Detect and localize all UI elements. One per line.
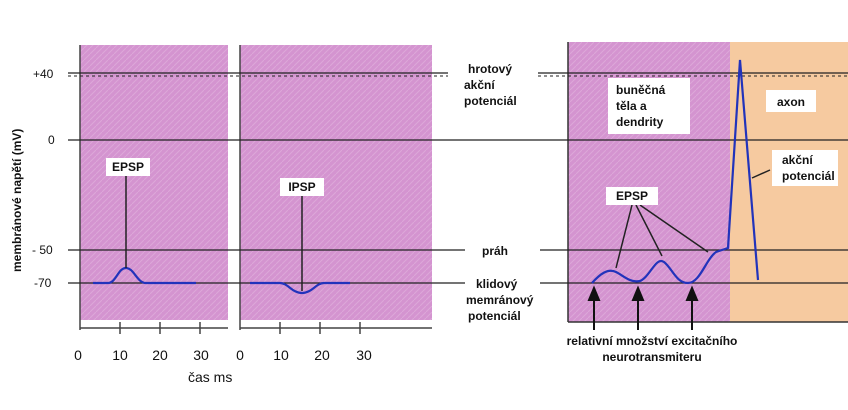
x-tick-30-a: 30 [193, 347, 209, 363]
epsp-label: EPSP [112, 160, 144, 174]
soma-label-box [608, 78, 690, 134]
x-tick-10-b: 10 [273, 347, 289, 363]
x-tick-marks [119, 322, 361, 334]
soma-label-2: těla a [616, 99, 647, 113]
ap-label-box [772, 150, 838, 186]
x-tick-20-b: 20 [314, 347, 330, 363]
soma-label-3: dendrity [616, 115, 664, 129]
neurotransmitter-arrows [587, 285, 699, 330]
y-tick-0: 0 [48, 133, 55, 147]
epsp-label-box [106, 158, 150, 176]
spike-label-2: akční [464, 78, 495, 92]
threshold-label: práh [482, 244, 508, 258]
summation-epsp-box [606, 187, 658, 205]
x-tick-10-a: 10 [112, 347, 128, 363]
axon-label: axon [777, 95, 805, 109]
bottom-label-2: neurotransmiteru [602, 350, 701, 364]
x-tick-20-a: 20 [152, 347, 168, 363]
bottom-label-1: relativní množství excitačního [567, 334, 738, 348]
ap-label-2: potenciál [782, 169, 835, 183]
x-axis-label: čas ms [188, 369, 232, 385]
x-tick-0-a: 0 [74, 347, 82, 363]
resting-label-3: potenciál [468, 309, 521, 323]
soma-label-1: buněčná [616, 83, 666, 97]
y-tick-minus50: - 50 [32, 243, 53, 257]
summation-trace [591, 59, 760, 285]
resting-label-1: klidový [476, 277, 518, 291]
axon-label-box [766, 90, 816, 112]
ipsp-label-box [280, 178, 324, 196]
ipsp-label: IPSP [288, 180, 315, 194]
spike-label-3: potenciál [464, 94, 517, 108]
ipsp-trace [250, 281, 350, 295]
pointer-lines [125, 169, 771, 291]
summation-epsp-label: EPSP [616, 189, 648, 203]
ap-label-1: akční [782, 153, 813, 167]
y-tick-minus70: -70 [34, 276, 52, 290]
y-tick-40: +40 [33, 67, 54, 81]
x-tick-0-b: 0 [236, 347, 244, 363]
y-axis-label: membránové napětí (mV) [10, 129, 24, 272]
resting-label-2: memránový [466, 293, 534, 307]
x-tick-30-b: 30 [356, 347, 372, 363]
spike-label-1: hrotový [468, 62, 512, 76]
